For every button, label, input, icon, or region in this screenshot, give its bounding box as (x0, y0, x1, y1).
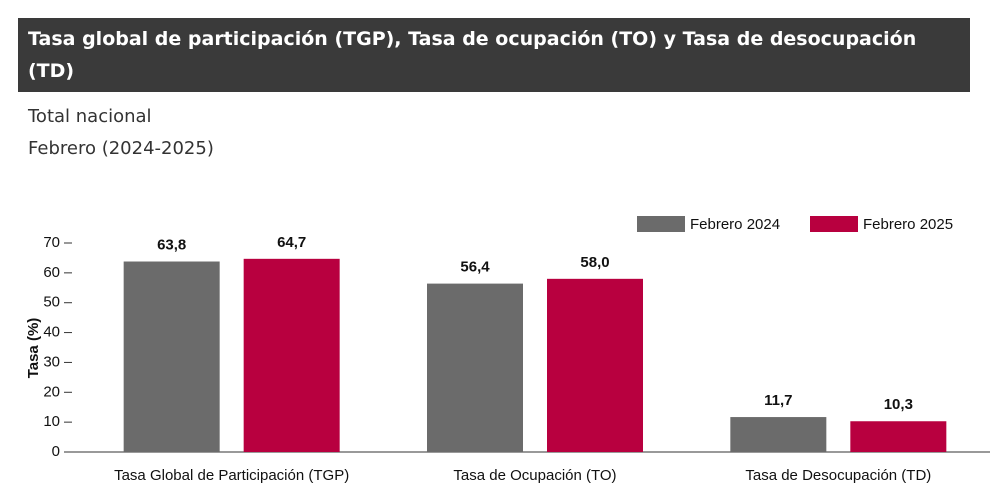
subtitle: Febrero (2024-2025) (28, 138, 214, 159)
y-tick-label: 70 (43, 234, 60, 251)
value-label: 11,7 (764, 392, 792, 409)
legend-swatch (810, 216, 858, 232)
bar (730, 417, 827, 452)
subtitle: Total nacional (28, 106, 152, 127)
value-label: 64,7 (277, 234, 306, 251)
y-tick-label: 0 (52, 443, 60, 460)
bar (243, 258, 340, 452)
bar (547, 278, 643, 452)
y-tick-label: 60 (43, 264, 60, 281)
y-tick-label: 40 (43, 324, 60, 341)
legend-swatch (637, 216, 685, 232)
legend-label: Febrero 2025 (863, 216, 953, 233)
bar (123, 261, 220, 452)
value-label: 56,4 (460, 259, 490, 276)
chart-title: Tasa global de participación (TGP), Tasa… (18, 18, 970, 92)
value-label: 58,0 (580, 254, 609, 271)
value-label: 10,3 (884, 396, 913, 413)
x-tick-label: Tasa de Desocupación (TD) (745, 467, 932, 484)
value-label: 63,8 (157, 236, 186, 253)
y-tick-label: 30 (43, 353, 60, 370)
y-tick-label: 50 (43, 294, 60, 311)
x-tick-label: Tasa de Ocupación (TO) (453, 467, 617, 484)
y-axis-label: Tasa (%) (25, 318, 42, 379)
bar (427, 283, 523, 452)
bar (850, 421, 947, 452)
legend-label: Febrero 2024 (690, 216, 780, 233)
y-tick-label: 20 (43, 383, 60, 400)
y-tick-label: 10 (43, 413, 60, 430)
x-tick-label: Tasa Global de Participación (TGP) (114, 467, 350, 484)
